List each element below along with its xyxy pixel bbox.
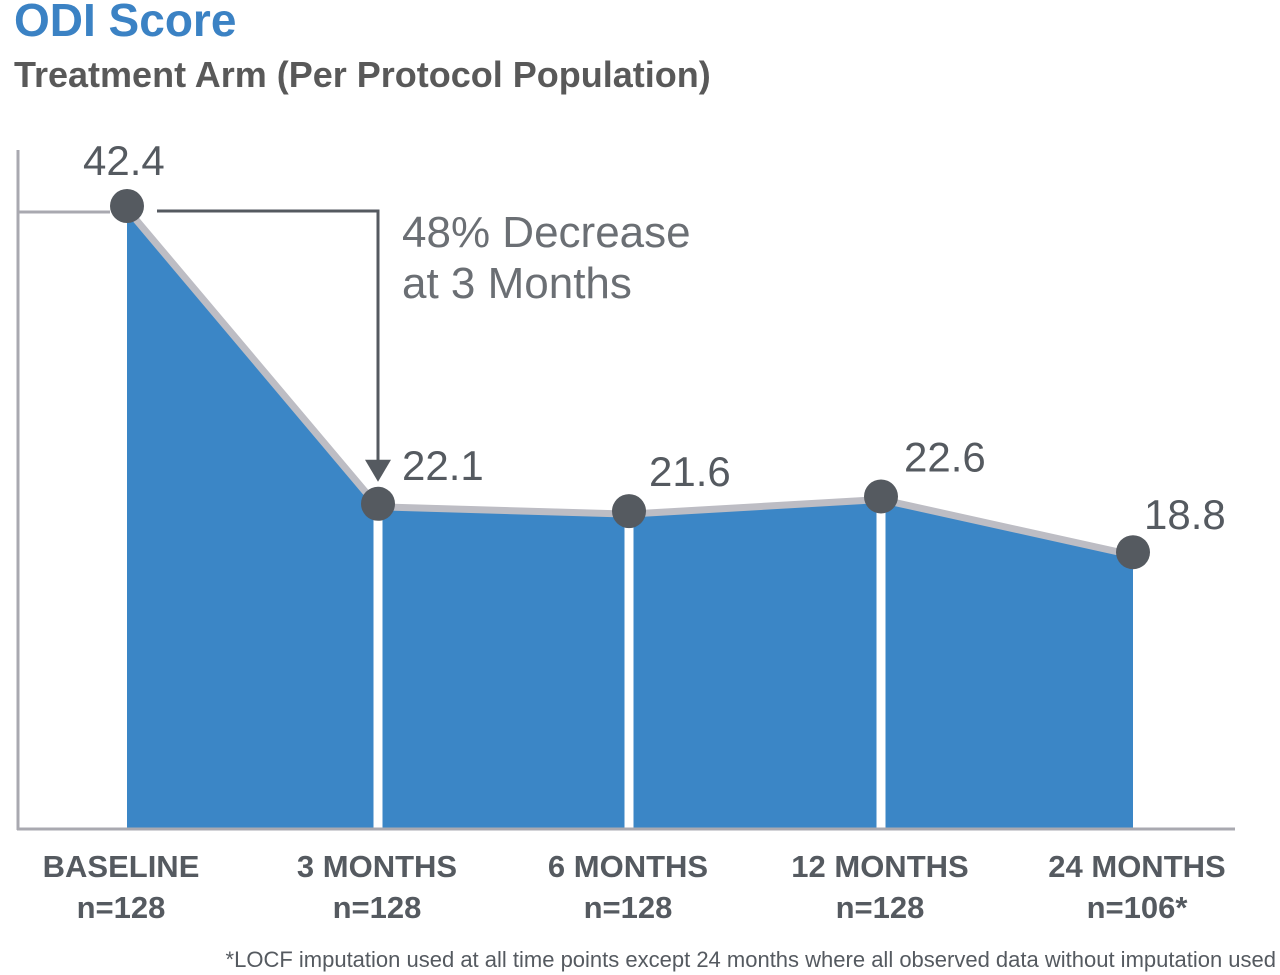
data-point-marker	[612, 494, 646, 529]
data-point-marker	[361, 486, 395, 521]
category-labels: BASELINE n=128 3 MONTHS n=128 6 MONTHS n=128 1…	[43, 849, 1226, 925]
chart-title: ODI Score	[14, 0, 236, 46]
data-value-label: 18.8	[1144, 491, 1226, 538]
annotation-arrowhead	[365, 459, 391, 482]
data-value-label: 42.4	[83, 137, 165, 184]
sample-size-label: n=128	[333, 890, 422, 925]
x-tick-label: BASELINE	[43, 849, 200, 884]
x-tick-label: 6 MONTHS	[548, 849, 708, 884]
annotation-bracket-line	[157, 209, 380, 466]
data-value-label: 22.1	[402, 442, 484, 489]
sample-size-label: n=128	[584, 890, 673, 925]
data-point-marker	[1116, 535, 1150, 570]
annotation-text-line-1: 48% Decrease	[402, 208, 691, 257]
sample-size-label: n=106*	[1087, 890, 1189, 925]
x-tick-label: 3 MONTHS	[297, 849, 457, 884]
annotation-text-line-2: at 3 Months	[402, 259, 632, 308]
sample-size-label: n=128	[77, 890, 166, 925]
data-point-marker	[864, 479, 898, 514]
plot-area: 42.4 22.1 21.6 22.6 18.8	[16, 137, 1235, 831]
x-tick-label: 24 MONTHS	[1048, 849, 1225, 884]
data-value-label: 22.6	[904, 433, 986, 480]
data-point-marker	[110, 189, 144, 223]
sample-size-label: n=128	[836, 890, 925, 925]
chart-subtitle: Treatment Arm (Per Protocol Population)	[14, 54, 711, 95]
data-value-label: 21.6	[649, 448, 731, 495]
x-tick-label: 12 MONTHS	[791, 849, 968, 884]
decrease-annotation: 48% Decrease at 3 Months	[157, 208, 691, 482]
footnote: *LOCF imputation used at all time points…	[226, 947, 1276, 972]
